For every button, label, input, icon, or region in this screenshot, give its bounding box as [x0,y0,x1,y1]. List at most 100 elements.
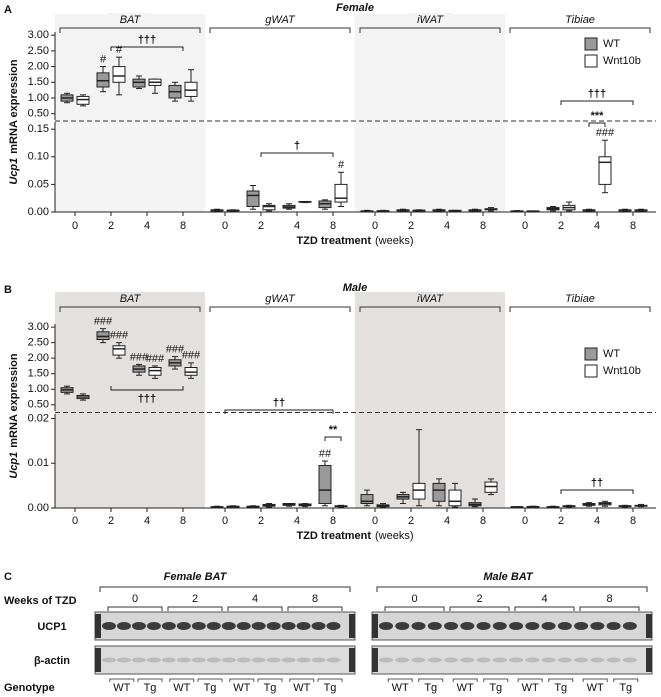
x-tick-label: 0 [72,220,78,232]
week-label: 4 [252,593,258,605]
sig-bracket [110,46,184,51]
x-tick-label: 8 [180,220,186,232]
blot-band [557,622,572,630]
legend-label: Wnt10b [603,365,641,377]
group-label: gWAT [265,14,296,26]
box [318,464,332,505]
blot-band [326,657,341,663]
blot-band [221,657,236,663]
group-bracket [509,27,651,33]
blot-band [395,657,410,663]
sig-bracket [224,409,334,414]
genotype-label: WT [233,682,250,694]
group-label: iWAT [417,293,444,305]
sig-label: † [294,140,300,152]
blot-band [206,622,221,630]
x-tick-label: 2 [108,220,114,232]
blot-band [525,657,540,663]
blot-band [606,622,621,630]
group-label: Tibiae [565,14,595,26]
box-label: ## [319,448,332,460]
y-tick-label: 0.50 [28,399,49,411]
y-tick-label: 1.00 [28,92,49,104]
y-tick-label: 2.50 [28,45,49,57]
blot-band [161,657,176,663]
blot-band [460,622,475,630]
genotype-bracket [289,678,315,682]
group-label-bg [558,292,602,306]
panel-label: A [4,4,12,16]
genotype-label: WT [522,682,539,694]
x-tick-label: 0 [522,515,528,527]
sig-label: ††† [138,393,156,405]
y-tick-label: 2.00 [28,352,49,364]
box [262,204,276,211]
blot-band [476,622,491,630]
box [360,494,374,505]
ladder [95,614,101,638]
x-tick-label: 8 [630,220,636,232]
legend-label: WT [603,38,620,50]
genotype-label: WT [457,682,474,694]
genotype-bracket [582,678,608,682]
ladder [349,614,355,638]
x-tick-label: 2 [258,220,264,232]
y-label-text: mRNA expression [8,353,20,448]
x-tick-label: 8 [480,515,486,527]
box-label: # [338,159,345,171]
panel-label: C [4,571,12,583]
box [334,183,348,203]
y-tick-label: 3.00 [28,29,49,41]
x-tick-label: 8 [330,220,336,232]
box [598,156,612,185]
genotype-bracket [517,678,543,682]
ladder [372,648,378,672]
genotype-label: WT [587,682,604,694]
x-tick-label: 2 [558,220,564,232]
ladder [646,648,652,672]
group-label: BAT [120,14,142,26]
box [96,331,110,341]
x-tick-label: 4 [444,515,450,527]
box-label: ### [182,350,201,362]
group-label-bg [258,292,302,306]
box [112,66,126,83]
blot-band [176,622,191,630]
blot-band [146,622,161,630]
group-label-bg [558,13,602,27]
box [184,367,198,376]
blot-band [492,657,507,663]
y-axis-label: Ucp1 mRNA expression [8,353,20,479]
sig-label: *** [591,110,605,122]
group-bracket [209,306,351,312]
box [448,489,462,507]
group-label: BAT [120,293,142,305]
sig-bracket [560,489,634,494]
blot-group-title: Female BAT [164,571,228,583]
x-tick-label: 8 [180,515,186,527]
blot-band [379,657,393,663]
blot-band [590,657,605,663]
group-label-bg [258,13,302,27]
y-tick-label: 0.15 [28,123,49,135]
blot-band [102,657,116,663]
blot-band [326,622,341,630]
week-bracket [449,606,510,611]
week-bracket [227,606,283,611]
genotype-bracket [229,678,255,682]
box [246,190,260,207]
blot-band [492,622,507,630]
blot-band [395,622,410,630]
week-label: 0 [132,593,138,605]
x-label-text: TZD treatment [296,530,371,542]
x-tick-label: 0 [372,515,378,527]
x-tick-label: 8 [480,220,486,232]
sig-bracket [260,152,334,157]
legend-swatch [584,54,598,68]
legend-swatch [584,347,598,361]
blot-band [311,657,326,663]
blot-band [444,622,459,630]
genotype-label: Tg [619,682,632,694]
group-label-bg [108,13,152,27]
ladder [349,648,355,672]
